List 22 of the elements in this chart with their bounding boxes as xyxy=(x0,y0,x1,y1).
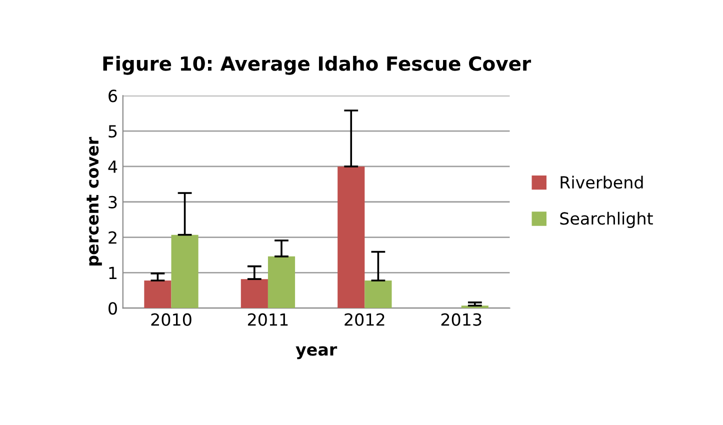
x-tick-label: 2012 xyxy=(344,313,384,326)
x-tick-label: 2010 xyxy=(151,313,192,326)
y-tick-label: 0 xyxy=(108,302,117,315)
x-tick-label: 2013 xyxy=(441,313,482,326)
x-tick-label: 2011 xyxy=(248,313,288,326)
y-tick-label: 2 xyxy=(108,231,116,244)
y-tick-label: 1 xyxy=(109,266,117,280)
bar xyxy=(240,279,268,308)
y-tick-label: 4 xyxy=(108,160,118,173)
bar xyxy=(338,166,365,308)
y-tick-label: 3 xyxy=(108,196,117,208)
bar xyxy=(144,280,172,308)
legend-label: Riverbend xyxy=(560,176,643,189)
bar xyxy=(171,234,198,308)
bar xyxy=(268,256,296,308)
chart-title: Figure 10: Average Idaho Fescue Cover xyxy=(103,56,532,75)
bar xyxy=(364,280,392,308)
legend-label: Searchlight xyxy=(560,212,653,228)
y-tick-label: 5 xyxy=(108,125,117,138)
y-axis-title: percent cover xyxy=(86,136,102,266)
y-tick-label: 6 xyxy=(108,90,117,102)
x-axis-title: year xyxy=(296,346,338,360)
